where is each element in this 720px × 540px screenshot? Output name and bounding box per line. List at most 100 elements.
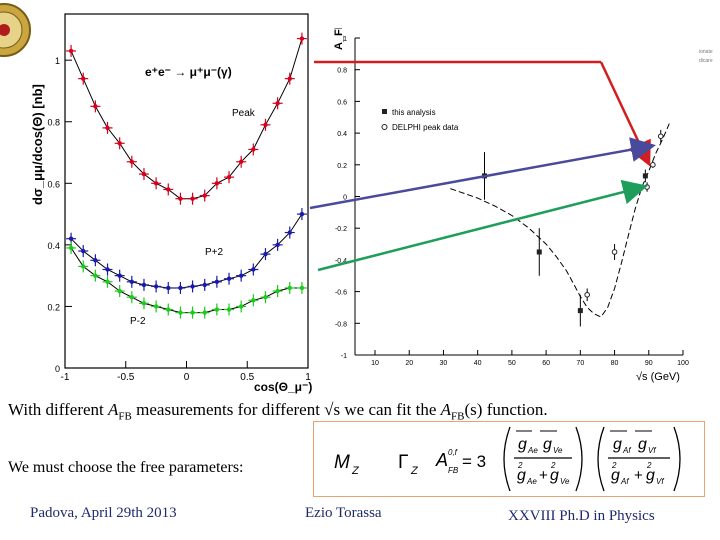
den2-plus: + [634, 467, 643, 484]
cross-section-data-point [126, 275, 137, 288]
cross-section-data-point [260, 291, 271, 304]
num2-gv: g [638, 436, 647, 453]
cross-section-ytick-label: 0 [55, 364, 60, 374]
footer-course: XXVIII Ph.D in Physics [508, 508, 655, 524]
param-mz: M [334, 452, 350, 473]
cross-section-data-point [224, 171, 235, 184]
param-gz-sub: Z [410, 465, 419, 477]
afb-fit-curve [450, 123, 670, 318]
afb-analysis-point [536, 228, 542, 276]
cross-section-data-point [138, 297, 149, 310]
caption-text: With different AFB measurements for diff… [8, 400, 548, 422]
cross-section-ylabel: dσ_μμ/dcos(Θ) [nb] [30, 84, 45, 205]
legend-label-this-analysis: this analysis [392, 108, 436, 117]
caption-afb-symbol: A [108, 400, 119, 419]
cross-section-xtick-label: -1 [61, 372, 70, 383]
cross-section-data-point [236, 300, 247, 313]
cross-section-data-point [78, 245, 89, 258]
afb-xlabel: √s (GeV) [636, 371, 680, 383]
cross-section-ytick-label: 0.4 [47, 241, 60, 251]
afb-xtick-label: 100 [677, 360, 689, 367]
den2-gv: g [646, 467, 655, 484]
university-seal-icon [0, 3, 31, 57]
formula-lhs-sup: 0,f [448, 448, 458, 457]
cross-section-data-point [114, 137, 125, 150]
afb-ytick-label: -0.8 [335, 321, 347, 328]
afb-xtick-label: 50 [508, 360, 516, 367]
afb-xtick-label: 30 [440, 360, 448, 367]
cross-section-data-point [78, 260, 89, 273]
afb-xtick-label: 20 [405, 360, 413, 367]
den1-ga-sup: 2 [517, 461, 523, 470]
caption-afb-subscript: FB [118, 410, 132, 423]
series-label-p-minus-2: P-2 [130, 316, 146, 327]
cross-section-data-point [151, 280, 162, 293]
cross-section-data-point [248, 263, 259, 276]
cross-section-data-point [114, 285, 125, 298]
afb-ytick-label: -0.2 [335, 226, 347, 233]
den1-gv-sub: Ve [560, 477, 570, 486]
cross-section-data-point [126, 291, 137, 304]
afb-ylabel: A_FB [333, 28, 345, 50]
num2-ga: g [613, 436, 622, 453]
series-label-p-plus-2: P+2 [205, 247, 224, 258]
cross-section-data-point [211, 177, 222, 190]
cross-section-data-point [236, 269, 247, 282]
footer-author: Ezio Torassa [305, 505, 382, 521]
left-paren-2 [597, 426, 605, 492]
num2-ga-sub: Af [622, 446, 631, 455]
cross-section-data-point [260, 118, 271, 131]
cross-section-data-point [163, 303, 174, 316]
cross-section-data-point [296, 281, 307, 294]
cross-section-data-point [272, 238, 283, 251]
cross-section-data-point [138, 278, 149, 291]
cross-section-xtick-label: 0 [184, 372, 190, 383]
cross-section-data-point [187, 280, 198, 293]
afb-xtick-label: 60 [542, 360, 550, 367]
den1-gv-sup: 2 [550, 461, 556, 470]
cross-section-data-point [284, 281, 295, 294]
num1-ga-sub: Ae [527, 446, 538, 455]
left-paren-1 [503, 426, 511, 492]
afb-xtick-label: 40 [474, 360, 482, 367]
caption-middle: measurements for different √s we can fit… [131, 400, 441, 419]
afb-delphi-point [584, 288, 590, 302]
cross-section-data-point [151, 177, 162, 190]
cross-section-data-point [199, 189, 210, 202]
den2-gv-sub: Vf [656, 477, 664, 486]
afb-chart: -1 -0.8 -0.6 -0.4 -0.2 0 0.2 0.4 0.6 0.8 1 10 20 30 40… [333, 28, 689, 383]
formula-box: M Z Γ Z A 0,f FB = 3 g Ae g Ve g 2 Ae + … [313, 421, 705, 497]
legend-label-delphi: DELPHI peak data [392, 123, 459, 132]
afb-ytick-label: 0 [343, 195, 347, 202]
caption-prefix: With different [8, 400, 109, 419]
cross-section-ytick-label: 1 [55, 56, 60, 66]
den1-gv: g [550, 467, 559, 484]
legend-marker-delphi [381, 124, 388, 130]
cross-section-data-point [272, 97, 283, 110]
param-mz-sub: Z [351, 465, 360, 477]
process-title: e⁺e⁻ → μ⁺μ⁻(γ) [145, 65, 232, 79]
cross-section-data-point [296, 32, 307, 45]
cross-section-data-point [163, 183, 174, 196]
formula-lhs: A [435, 450, 448, 470]
afb-analysis-point [642, 169, 648, 183]
num1-ga: g [518, 436, 527, 453]
cross-section-data-point [296, 208, 307, 221]
formula-lhs-sub: FB [448, 466, 459, 475]
cross-section-data-point [224, 303, 235, 316]
cross-section-ytick-label: 0.8 [47, 118, 60, 128]
cross-section-data-point [114, 269, 125, 282]
afb-ytick-label: 0.6 [337, 99, 347, 106]
den2-gv-sup: 2 [646, 461, 652, 470]
cross-section-data-point [187, 306, 198, 319]
cross-section-data-point [90, 254, 101, 267]
cross-section-data-point [175, 306, 186, 319]
afb-delphi-point [650, 161, 656, 168]
afb-ytick-label: 0.8 [337, 68, 347, 75]
cross-section-data-point [102, 263, 113, 276]
right-paren-2 [673, 426, 681, 492]
cross-section-data-point [102, 121, 113, 134]
cross-section-data-point [236, 155, 247, 168]
num1-gv-sub: Ve [553, 446, 563, 455]
afb-xtick-label: 70 [576, 360, 584, 367]
